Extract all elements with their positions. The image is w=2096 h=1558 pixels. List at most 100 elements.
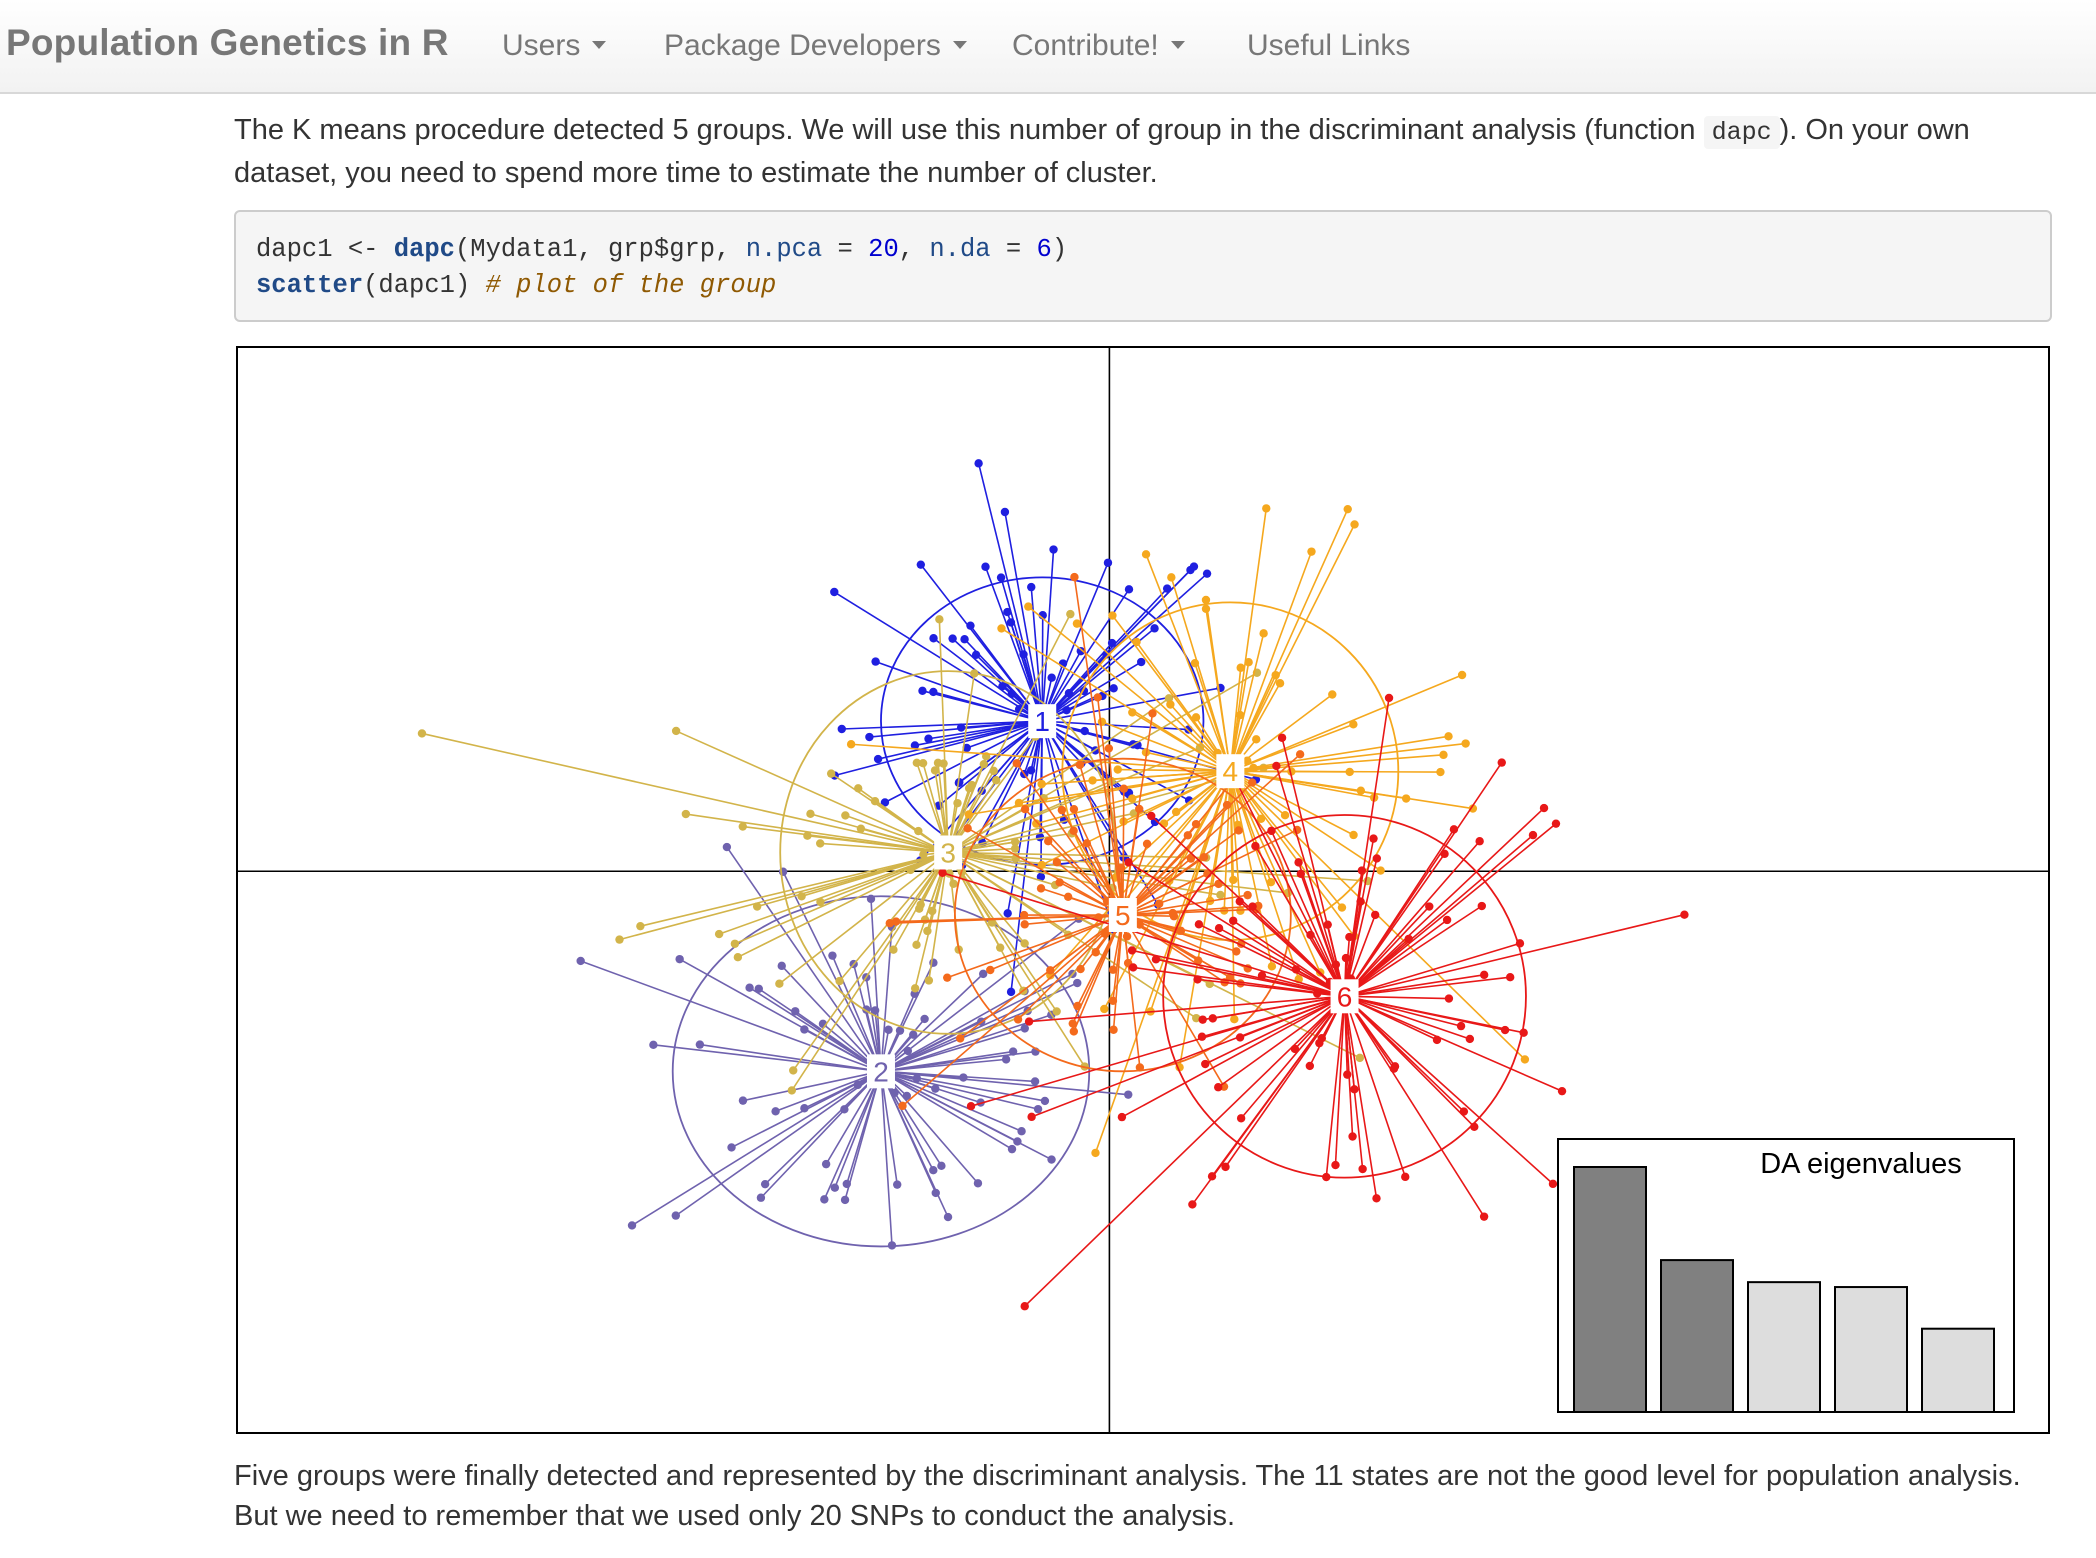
data-point [1214, 879, 1223, 889]
data-point [1076, 646, 1086, 656]
group-link [1343, 858, 1378, 997]
data-point [1479, 1212, 1489, 1221]
data-point [1461, 739, 1470, 748]
data-point [939, 759, 948, 768]
code-num-20: 20 [868, 235, 899, 264]
data-point [675, 954, 684, 964]
data-point [1100, 1004, 1109, 1014]
group-link [1197, 978, 1345, 998]
code-comment: # plot of the group [485, 271, 777, 300]
data-point [1307, 547, 1316, 556]
group-link [792, 852, 949, 1071]
data-point [1166, 700, 1175, 709]
data-point [1235, 897, 1244, 906]
group-link [1024, 995, 1346, 1307]
data-point [1186, 854, 1196, 863]
group-link [1229, 770, 1382, 872]
group-label-text: 5 [1115, 900, 1131, 931]
group-link [870, 898, 882, 1072]
data-point [791, 1007, 800, 1016]
data-point [1201, 595, 1211, 605]
data-point [920, 1014, 929, 1024]
group-link [880, 990, 1025, 1073]
nav-useful-links[interactable]: Useful Links [1247, 29, 1410, 63]
data-point [995, 943, 1005, 952]
data-point [1198, 1015, 1207, 1024]
group-link [1111, 615, 1231, 772]
data-point [1444, 994, 1454, 1003]
data-point [649, 1040, 658, 1050]
group-link [845, 814, 949, 854]
data-point [1109, 684, 1118, 693]
data-point [1520, 1055, 1530, 1064]
data-point [1191, 713, 1201, 722]
group-link [1229, 771, 1273, 967]
group-ellipse-6 [1162, 814, 1527, 1179]
data-point [1357, 866, 1367, 875]
group-label-1: 1 [1028, 704, 1057, 739]
nav-users-dropdown[interactable]: Users [502, 29, 607, 63]
group-link [838, 851, 949, 982]
data-point [966, 621, 975, 630]
conclusion-paragraph: Five groups were finally detected and re… [234, 1460, 2021, 1532]
group-link [1205, 608, 1232, 772]
group-link [884, 720, 1043, 804]
group-link [1101, 721, 1231, 772]
data-point [1069, 826, 1078, 835]
caret-down-icon [952, 41, 967, 50]
group-link [928, 720, 1043, 740]
data-point [1442, 915, 1452, 925]
data-point [929, 1166, 938, 1175]
data-point [1104, 744, 1114, 753]
group-link [631, 1070, 882, 1227]
group-link [1122, 780, 1234, 916]
data-point [1036, 872, 1046, 882]
group-link [1343, 838, 1375, 997]
data-point [840, 1105, 849, 1114]
group-link [1027, 605, 1231, 772]
data-point [671, 1211, 680, 1220]
brand-link[interactable]: Population Genetics in R [6, 22, 449, 63]
group-link [619, 851, 949, 941]
nav-contribute-dropdown[interactable]: Contribute! [1012, 29, 1185, 63]
data-point [1024, 602, 1033, 611]
group-link [1343, 996, 1364, 1170]
data-point [1331, 1160, 1340, 1170]
code-args: (dapc1) [363, 271, 486, 300]
group-link [880, 1050, 1036, 1073]
data-point [1475, 837, 1484, 846]
data-point [885, 919, 894, 928]
group-link [1344, 995, 1554, 1185]
group-link [1042, 720, 1189, 731]
group-link [1204, 995, 1345, 1065]
group-link [781, 965, 882, 1072]
data-point [966, 1101, 976, 1111]
data-point [1107, 638, 1117, 648]
data-point [919, 850, 928, 859]
group-link [1343, 840, 1481, 997]
data-point [929, 634, 938, 643]
nav-package-developers-label: Package Developers [664, 29, 941, 62]
group-link [1194, 662, 1232, 772]
data-point [821, 1159, 831, 1169]
nav-package-developers-dropdown[interactable]: Package Developers [664, 29, 967, 63]
data-point [1479, 970, 1489, 980]
data-point [1076, 964, 1085, 974]
group-link [1016, 762, 1124, 916]
data-point [1548, 1179, 1558, 1189]
group-link [880, 1020, 982, 1073]
data-point [820, 1195, 829, 1204]
data-point [695, 1040, 705, 1049]
data-point [956, 723, 966, 732]
data-point [865, 732, 874, 742]
data-point [1091, 948, 1100, 957]
data-point [1007, 1144, 1017, 1154]
data-point [803, 831, 812, 840]
data-point [1259, 629, 1268, 638]
data-point [771, 1107, 780, 1116]
data-point [1243, 890, 1252, 900]
data-point [1159, 819, 1169, 828]
group-label-text: 6 [1337, 981, 1353, 1012]
group-link [749, 987, 882, 1073]
group-link [933, 637, 1043, 722]
